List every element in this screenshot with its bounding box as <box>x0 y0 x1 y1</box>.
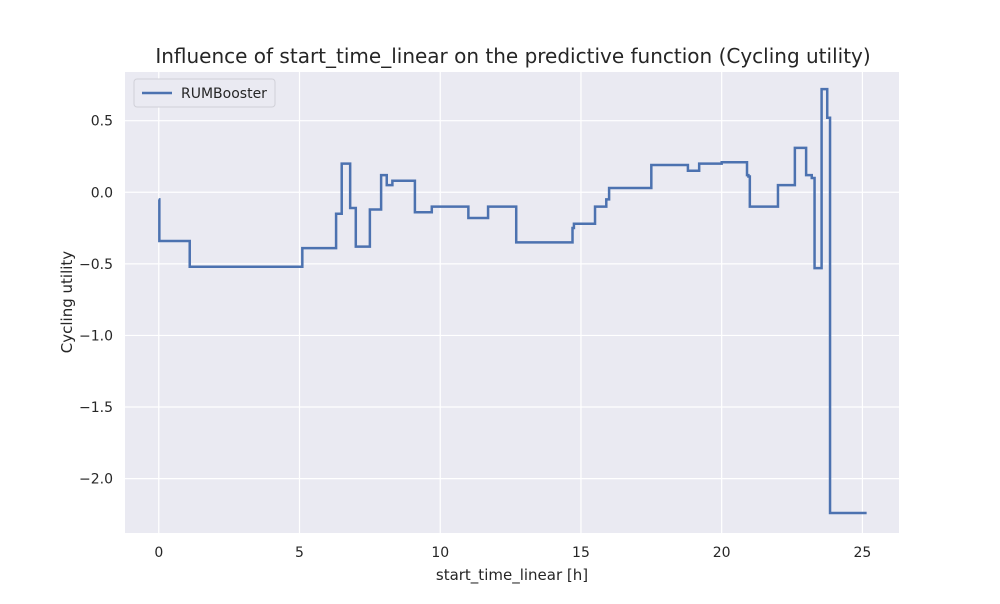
plot-area <box>125 72 899 533</box>
x-axis-label: start_time_linear [h] <box>436 566 588 585</box>
y-tick-label: −2.0 <box>79 472 113 488</box>
y-tick-label: −1.5 <box>79 400 113 416</box>
x-tick-label: 5 <box>295 545 304 561</box>
y-tick-label: 0.5 <box>91 114 113 130</box>
series-layer <box>158 87 867 515</box>
x-tick-label: 10 <box>431 545 449 561</box>
legend-label: RUMBooster <box>181 86 267 102</box>
y-axis-label: Cycling utility <box>58 251 76 354</box>
tick-labels: 0 5 10 15 20 25 0.5 0.0 −0.5 −1.0 −1.5 −2.0 <box>79 114 871 561</box>
series-line-rumbooster <box>158 87 867 515</box>
grid <box>125 72 899 533</box>
x-tick-label: 0 <box>154 545 163 561</box>
legend: RUMBooster <box>133 78 276 108</box>
y-tick-label: −0.5 <box>79 257 113 273</box>
legend-box <box>133 78 276 108</box>
x-tick-label: 15 <box>572 545 590 561</box>
chart-title: Influence of start_time_linear on the pr… <box>155 44 870 68</box>
y-tick-label: 0.0 <box>91 185 113 201</box>
x-tick-label: 20 <box>713 545 731 561</box>
y-tick-label: −1.0 <box>79 328 113 344</box>
x-tick-label: 25 <box>853 545 871 561</box>
